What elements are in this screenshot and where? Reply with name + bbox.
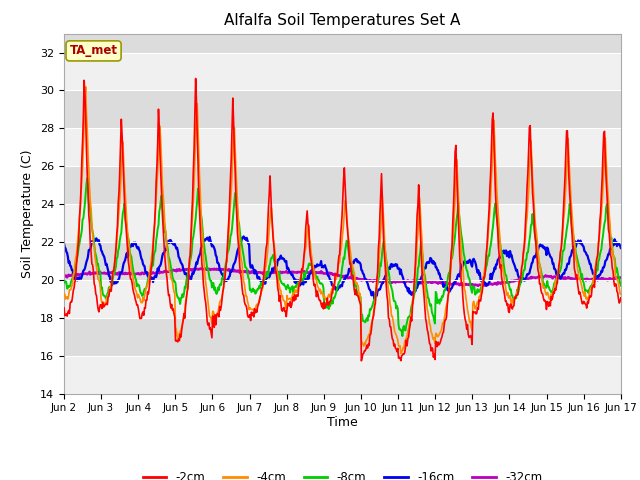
-8cm	[60, 279, 68, 285]
-8cm	[428, 309, 436, 315]
-16cm	[412, 288, 419, 294]
-16cm	[214, 260, 221, 265]
-32cm	[201, 265, 209, 271]
-4cm	[60, 291, 68, 297]
-2cm	[60, 305, 68, 311]
-32cm	[617, 275, 625, 280]
-4cm	[412, 265, 419, 271]
-32cm	[428, 280, 435, 286]
-4cm	[617, 291, 625, 297]
-32cm	[184, 266, 192, 272]
-2cm	[127, 276, 135, 282]
-32cm	[474, 283, 482, 288]
-4cm	[397, 351, 404, 357]
-4cm	[185, 270, 193, 276]
-2cm	[70, 285, 78, 291]
Legend: -2cm, -4cm, -8cm, -16cm, -32cm: -2cm, -4cm, -8cm, -16cm, -32cm	[138, 466, 547, 480]
-16cm	[617, 245, 625, 251]
-2cm	[412, 256, 419, 262]
-4cm	[428, 330, 436, 336]
Line: -16cm: -16cm	[64, 237, 621, 299]
-2cm	[192, 76, 200, 82]
-2cm	[358, 358, 365, 364]
-8cm	[399, 333, 406, 339]
-32cm	[411, 279, 419, 285]
-32cm	[214, 267, 222, 273]
-8cm	[214, 285, 222, 290]
-32cm	[60, 272, 68, 278]
-2cm	[184, 286, 192, 291]
-32cm	[70, 271, 78, 277]
-16cm	[60, 240, 68, 246]
Bar	[64, 356, 621, 394]
Line: -8cm: -8cm	[64, 179, 621, 336]
X-axis label: Time: Time	[327, 416, 358, 429]
-4cm	[128, 270, 136, 276]
-4cm	[214, 309, 222, 314]
-16cm	[240, 234, 248, 240]
Bar	[64, 128, 621, 166]
-16cm	[70, 276, 78, 282]
-16cm	[127, 242, 135, 248]
Bar	[64, 280, 621, 318]
-8cm	[70, 271, 78, 276]
Line: -2cm: -2cm	[64, 79, 621, 361]
-2cm	[214, 311, 222, 317]
Bar	[64, 204, 621, 242]
Line: -32cm: -32cm	[64, 268, 621, 286]
Text: TA_met: TA_met	[70, 44, 118, 58]
-8cm	[617, 283, 625, 288]
-16cm	[184, 276, 192, 281]
-32cm	[127, 271, 135, 277]
-8cm	[128, 261, 136, 266]
-2cm	[617, 295, 625, 300]
-16cm	[428, 258, 436, 264]
-8cm	[185, 267, 193, 273]
-8cm	[83, 176, 91, 181]
-8cm	[412, 286, 419, 292]
Y-axis label: Soil Temperature (C): Soil Temperature (C)	[22, 149, 35, 278]
-4cm	[82, 84, 90, 90]
Line: -4cm: -4cm	[64, 87, 621, 354]
Bar	[64, 52, 621, 90]
-4cm	[70, 270, 78, 276]
-2cm	[428, 345, 436, 350]
Title: Alfalfa Soil Temperatures Set A: Alfalfa Soil Temperatures Set A	[224, 13, 461, 28]
-16cm	[371, 296, 378, 302]
